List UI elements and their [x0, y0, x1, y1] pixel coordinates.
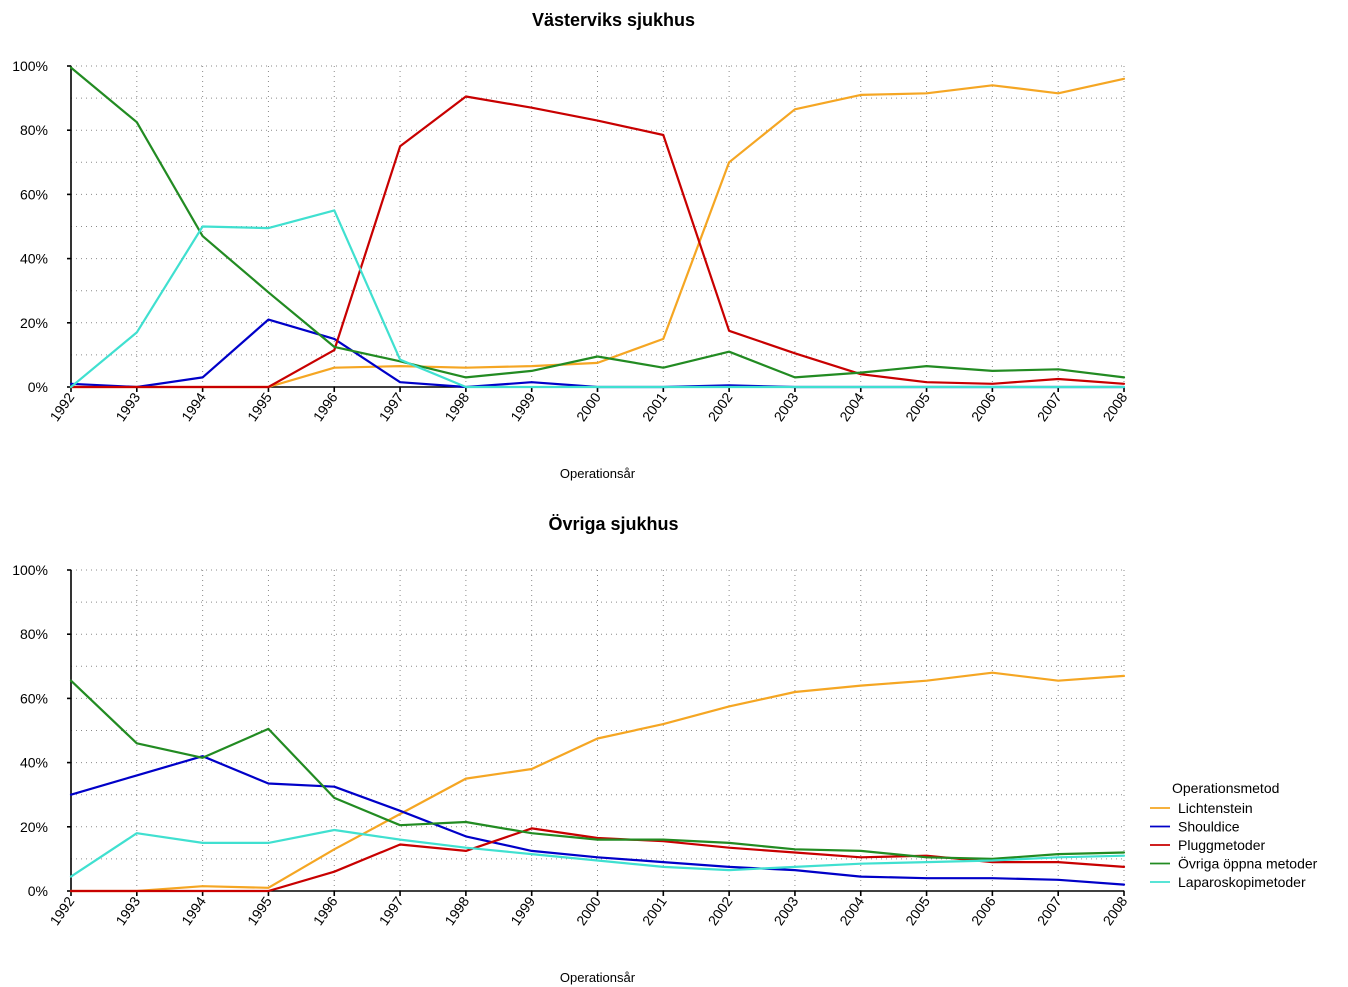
y-tick-label: 20%: [20, 315, 48, 331]
x-tick-label: 1995: [244, 389, 275, 424]
chart-title: Övriga sjukhus: [548, 514, 678, 534]
y-tick-label: 40%: [20, 251, 48, 267]
x-tick-label: 1992: [46, 389, 77, 424]
x-tick-label: 2006: [968, 389, 999, 424]
x-tick-label: 1997: [376, 893, 407, 928]
y-tick-label: 80%: [20, 122, 48, 138]
legend-item-label: Laparoskopimetoder: [1178, 874, 1306, 890]
x-tick-label: 1996: [310, 389, 341, 424]
y-tick-label: 0%: [28, 379, 48, 395]
series-line-övriga-öppna-metoder: [69, 66, 1126, 379]
x-tick-label: 1999: [507, 389, 538, 424]
legend-item-label: Pluggmetoder: [1178, 837, 1266, 853]
x-tick-label: 2006: [968, 893, 999, 928]
x-tick-label: 2005: [902, 893, 933, 928]
x-tick-label: 1993: [112, 389, 143, 424]
chart-panel-ovriga: Övriga sjukhus 0% 20% 40% 60% 80% 100% 1992 1993…: [12, 514, 1130, 985]
x-tick-label: 2004: [836, 389, 867, 424]
x-tick-label: 1999: [507, 893, 538, 928]
legend-item-label: Övriga öppna metoder: [1178, 855, 1318, 872]
x-tick-label: 2002: [705, 893, 736, 928]
x-axis-label: Operationsår: [560, 970, 636, 985]
x-tick-label: 2001: [639, 893, 670, 928]
legend: Operationsmetod Lichtenstein Shouldice Plu…: [1150, 780, 1318, 890]
chart-panel-vasterviks: Västerviks sjukhus 0% 20% 40% 60% 80% 100% 1992…: [12, 10, 1130, 481]
x-tick-label: 2000: [573, 893, 604, 928]
y-tick-label: 100%: [12, 58, 48, 74]
y-tick-label: 80%: [20, 626, 48, 642]
y-tick-label: 0%: [28, 883, 48, 899]
legend-item-label: Lichtenstein: [1178, 800, 1253, 816]
x-tick-label: 1994: [178, 893, 209, 928]
y-tick-label: 100%: [12, 562, 48, 578]
series-line-shouldice: [69, 755, 1126, 886]
legend-item-label: Shouldice: [1178, 819, 1240, 835]
legend-title: Operationsmetod: [1172, 780, 1279, 796]
x-tick-label: 1997: [376, 389, 407, 424]
x-tick-label: 2000: [573, 389, 604, 424]
x-tick-label: 2008: [1099, 389, 1130, 424]
chart-title: Västerviks sjukhus: [532, 10, 695, 30]
x-tick-label: 1995: [244, 893, 275, 928]
x-tick-label: 1998: [441, 893, 472, 928]
y-tick-label: 60%: [20, 690, 48, 706]
x-tick-label: 2008: [1099, 893, 1130, 928]
series-line-lichtenstein: [69, 77, 1126, 389]
x-axis-label: Operationsår: [560, 466, 636, 481]
y-tick-label: 40%: [20, 755, 48, 771]
x-tick-label: 2001: [639, 389, 670, 424]
x-tick-label: 2007: [1034, 389, 1065, 424]
x-tick-label: 2003: [770, 893, 801, 928]
x-tick-label: 2002: [705, 389, 736, 424]
series-line-lichtenstein: [69, 671, 1126, 893]
x-tick-label: 1998: [441, 389, 472, 424]
series-line-laparoskopimetoder: [69, 828, 1126, 878]
x-tick-label: 2004: [836, 893, 867, 928]
x-tick-label: 1994: [178, 389, 209, 424]
y-tick-label: 20%: [20, 819, 48, 835]
series-line-pluggmetoder: [69, 95, 1126, 389]
y-tick-label: 60%: [20, 186, 48, 202]
x-tick-label: 2007: [1034, 893, 1065, 928]
x-tick-label: 1993: [112, 893, 143, 928]
x-tick-label: 1992: [46, 893, 77, 928]
x-tick-label: 2005: [902, 389, 933, 424]
x-tick-label: 2003: [770, 389, 801, 424]
x-tick-label: 1996: [310, 893, 341, 928]
series-line-övriga-öppna-metoder: [69, 679, 1126, 861]
series-line-laparoskopimetoder: [69, 209, 1126, 389]
